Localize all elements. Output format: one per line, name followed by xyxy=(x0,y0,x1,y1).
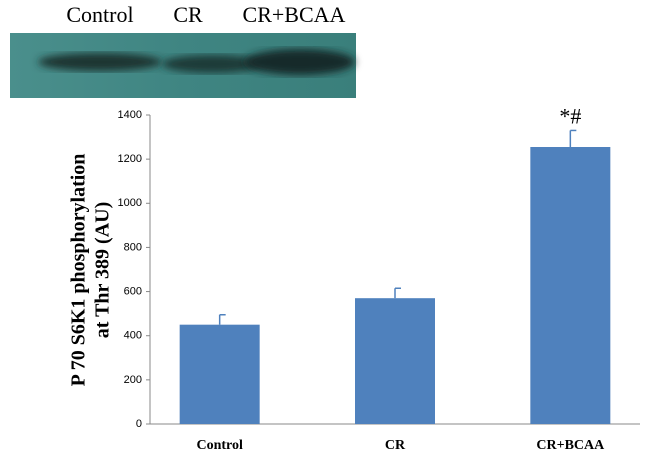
blot-label: Control xyxy=(66,2,133,27)
y-tick-label: 200 xyxy=(124,374,142,386)
error-bar xyxy=(220,315,226,325)
y-tick-label: 1200 xyxy=(118,153,142,165)
y-tick-label: 600 xyxy=(124,285,142,297)
y-tick-label: 400 xyxy=(124,330,142,342)
bar xyxy=(530,147,610,424)
y-tick-label: 0 xyxy=(136,418,142,430)
error-bar xyxy=(395,288,401,298)
error-bar xyxy=(570,130,576,147)
x-tick-label: CR xyxy=(385,438,406,453)
bar xyxy=(180,325,260,424)
annotation: *# xyxy=(559,103,581,128)
bar xyxy=(355,298,435,424)
y-tick-label: 1400 xyxy=(118,109,142,121)
western-blot xyxy=(10,33,356,98)
x-tick-label: CR+BCAA xyxy=(536,438,605,453)
y-axis-label: P 70 S6K1 phosphorylation xyxy=(68,154,90,387)
y-tick-label: 1000 xyxy=(118,197,142,209)
figure: Control CR CR+BCAA 0 200 400 600 800 1000 1200 140… xyxy=(0,0,651,456)
x-tick-label: Control xyxy=(196,438,243,453)
y-tick-label: 800 xyxy=(124,241,142,253)
blot-label: CR+BCAA xyxy=(243,2,346,27)
y-axis-label: at Thr 389 (AU) xyxy=(92,202,114,338)
blot-label: CR xyxy=(173,2,203,27)
